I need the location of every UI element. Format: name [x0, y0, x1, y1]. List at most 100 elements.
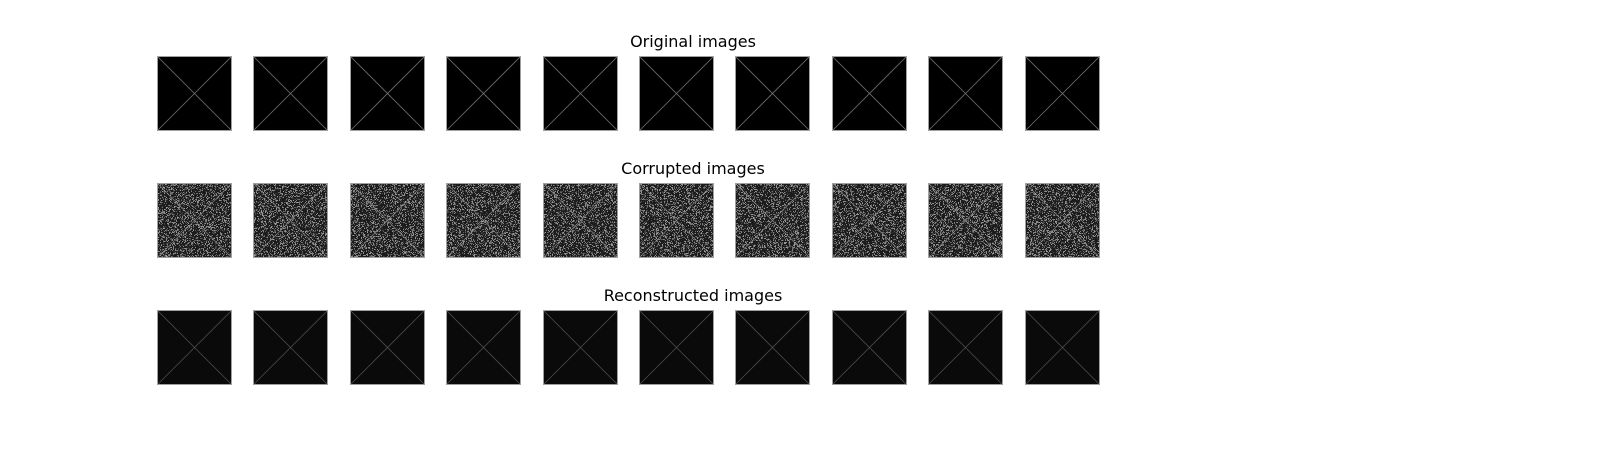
noise-pattern [543, 184, 617, 257]
original-image-canvas [929, 57, 1003, 130]
anti-diagonal-line [736, 311, 810, 384]
anti-diagonal-line [447, 311, 521, 384]
anti-diagonal-line [640, 57, 713, 130]
corrupted-image-3 [349, 183, 425, 258]
anti-diagonal-line [1025, 57, 1099, 130]
anti-diagonal-line [1025, 311, 1099, 384]
original-image-4 [446, 56, 522, 131]
reconstructed-image-3 [349, 310, 425, 385]
reconstructed-image-canvas [1025, 311, 1099, 384]
anti-diagonal-line [832, 311, 906, 384]
reconstructed-image-canvas [350, 311, 424, 384]
anti-diagonal-line [254, 57, 328, 130]
corrupted-images-title: Corrupted images [0, 159, 1386, 179]
anti-diagonal-line [929, 57, 1003, 130]
reconstructed-image-4 [446, 310, 522, 385]
original-image-canvas [350, 57, 424, 130]
reconstructed-image-8 [831, 310, 907, 385]
anti-diagonal-line [736, 57, 810, 130]
original-images-row [0, 56, 1602, 134]
anti-diagonal-line [254, 184, 328, 257]
anti-diagonal-line [929, 184, 1003, 257]
anti-diagonal-line [254, 311, 328, 384]
original-image-8 [831, 56, 907, 131]
anti-diagonal-line [736, 184, 810, 257]
reconstructed-image-canvas [158, 311, 231, 384]
reconstructed-image-canvas [543, 311, 617, 384]
corrupted-image-2 [253, 183, 329, 258]
anti-diagonal-line [350, 311, 424, 384]
noise-pattern [832, 184, 906, 257]
original-image-canvas [254, 57, 328, 130]
reconstructed-image-canvas [640, 311, 713, 384]
reconstructed-image-7 [735, 310, 811, 385]
corrupted-image-6 [639, 183, 714, 258]
original-image-canvas [543, 57, 617, 130]
corrupted-image-1 [157, 183, 232, 258]
corrupted-image-canvas [350, 184, 424, 257]
corrupted-image-8 [831, 183, 907, 258]
anti-diagonal-line [640, 311, 713, 384]
anti-diagonal-line [929, 311, 1003, 384]
reconstructed-image-2 [253, 310, 329, 385]
noise-pattern [254, 184, 328, 257]
anti-diagonal-line [832, 184, 906, 257]
original-image-7 [735, 56, 811, 131]
corrupted-image-canvas [254, 184, 328, 257]
corrupted-image-canvas [929, 184, 1003, 257]
original-image-canvas [158, 57, 231, 130]
anti-diagonal-line [350, 184, 424, 257]
reconstructed-images-row [0, 310, 1602, 388]
anti-diagonal-line [350, 57, 424, 130]
noise-pattern [736, 184, 810, 257]
corrupted-image-4 [446, 183, 522, 258]
original-image-2 [253, 56, 329, 131]
original-image-5 [542, 56, 618, 131]
anti-diagonal-line [158, 57, 231, 130]
anti-diagonal-line [832, 57, 906, 130]
anti-diagonal-line [543, 311, 617, 384]
reconstructed-image-6 [639, 310, 714, 385]
reconstructed-image-9 [928, 310, 1004, 385]
reconstructed-image-10 [1024, 310, 1100, 385]
original-image-6 [639, 56, 714, 131]
anti-diagonal-line [447, 184, 521, 257]
reconstructed-image-canvas [447, 311, 521, 384]
corrupted-image-9 [928, 183, 1004, 258]
anti-diagonal-line [1025, 184, 1099, 257]
reconstructed-image-canvas [832, 311, 906, 384]
reconstructed-image-canvas [929, 311, 1003, 384]
reconstructed-image-canvas [254, 311, 328, 384]
reconstructed-images-title: Reconstructed images [0, 286, 1386, 306]
corrupted-image-canvas [640, 184, 713, 257]
corrupted-images-row [0, 183, 1602, 261]
original-image-1 [157, 56, 232, 131]
corrupted-image-canvas [736, 184, 810, 257]
original-image-canvas [832, 57, 906, 130]
reconstructed-image-1 [157, 310, 232, 385]
original-image-canvas [1025, 57, 1099, 130]
noise-pattern [929, 184, 1003, 257]
anti-diagonal-line [543, 184, 617, 257]
original-image-canvas [640, 57, 713, 130]
anti-diagonal-line [543, 57, 617, 130]
noise-pattern [640, 184, 713, 257]
corrupted-image-canvas [832, 184, 906, 257]
anti-diagonal-line [640, 184, 713, 257]
corrupted-image-10 [1024, 183, 1100, 258]
original-image-3 [349, 56, 425, 131]
original-image-9 [928, 56, 1004, 131]
corrupted-image-7 [735, 183, 811, 258]
corrupted-image-canvas [447, 184, 521, 257]
corrupted-image-canvas [158, 184, 231, 257]
original-image-canvas [447, 57, 521, 130]
anti-diagonal-line [158, 184, 231, 257]
corrupted-image-canvas [1025, 184, 1099, 257]
reconstructed-image-canvas [736, 311, 810, 384]
anti-diagonal-line [447, 57, 521, 130]
corrupted-image-5 [542, 183, 618, 258]
reconstructed-image-5 [542, 310, 618, 385]
noise-pattern [1025, 184, 1099, 257]
original-image-10 [1024, 56, 1100, 131]
original-images-title: Original images [0, 32, 1386, 52]
